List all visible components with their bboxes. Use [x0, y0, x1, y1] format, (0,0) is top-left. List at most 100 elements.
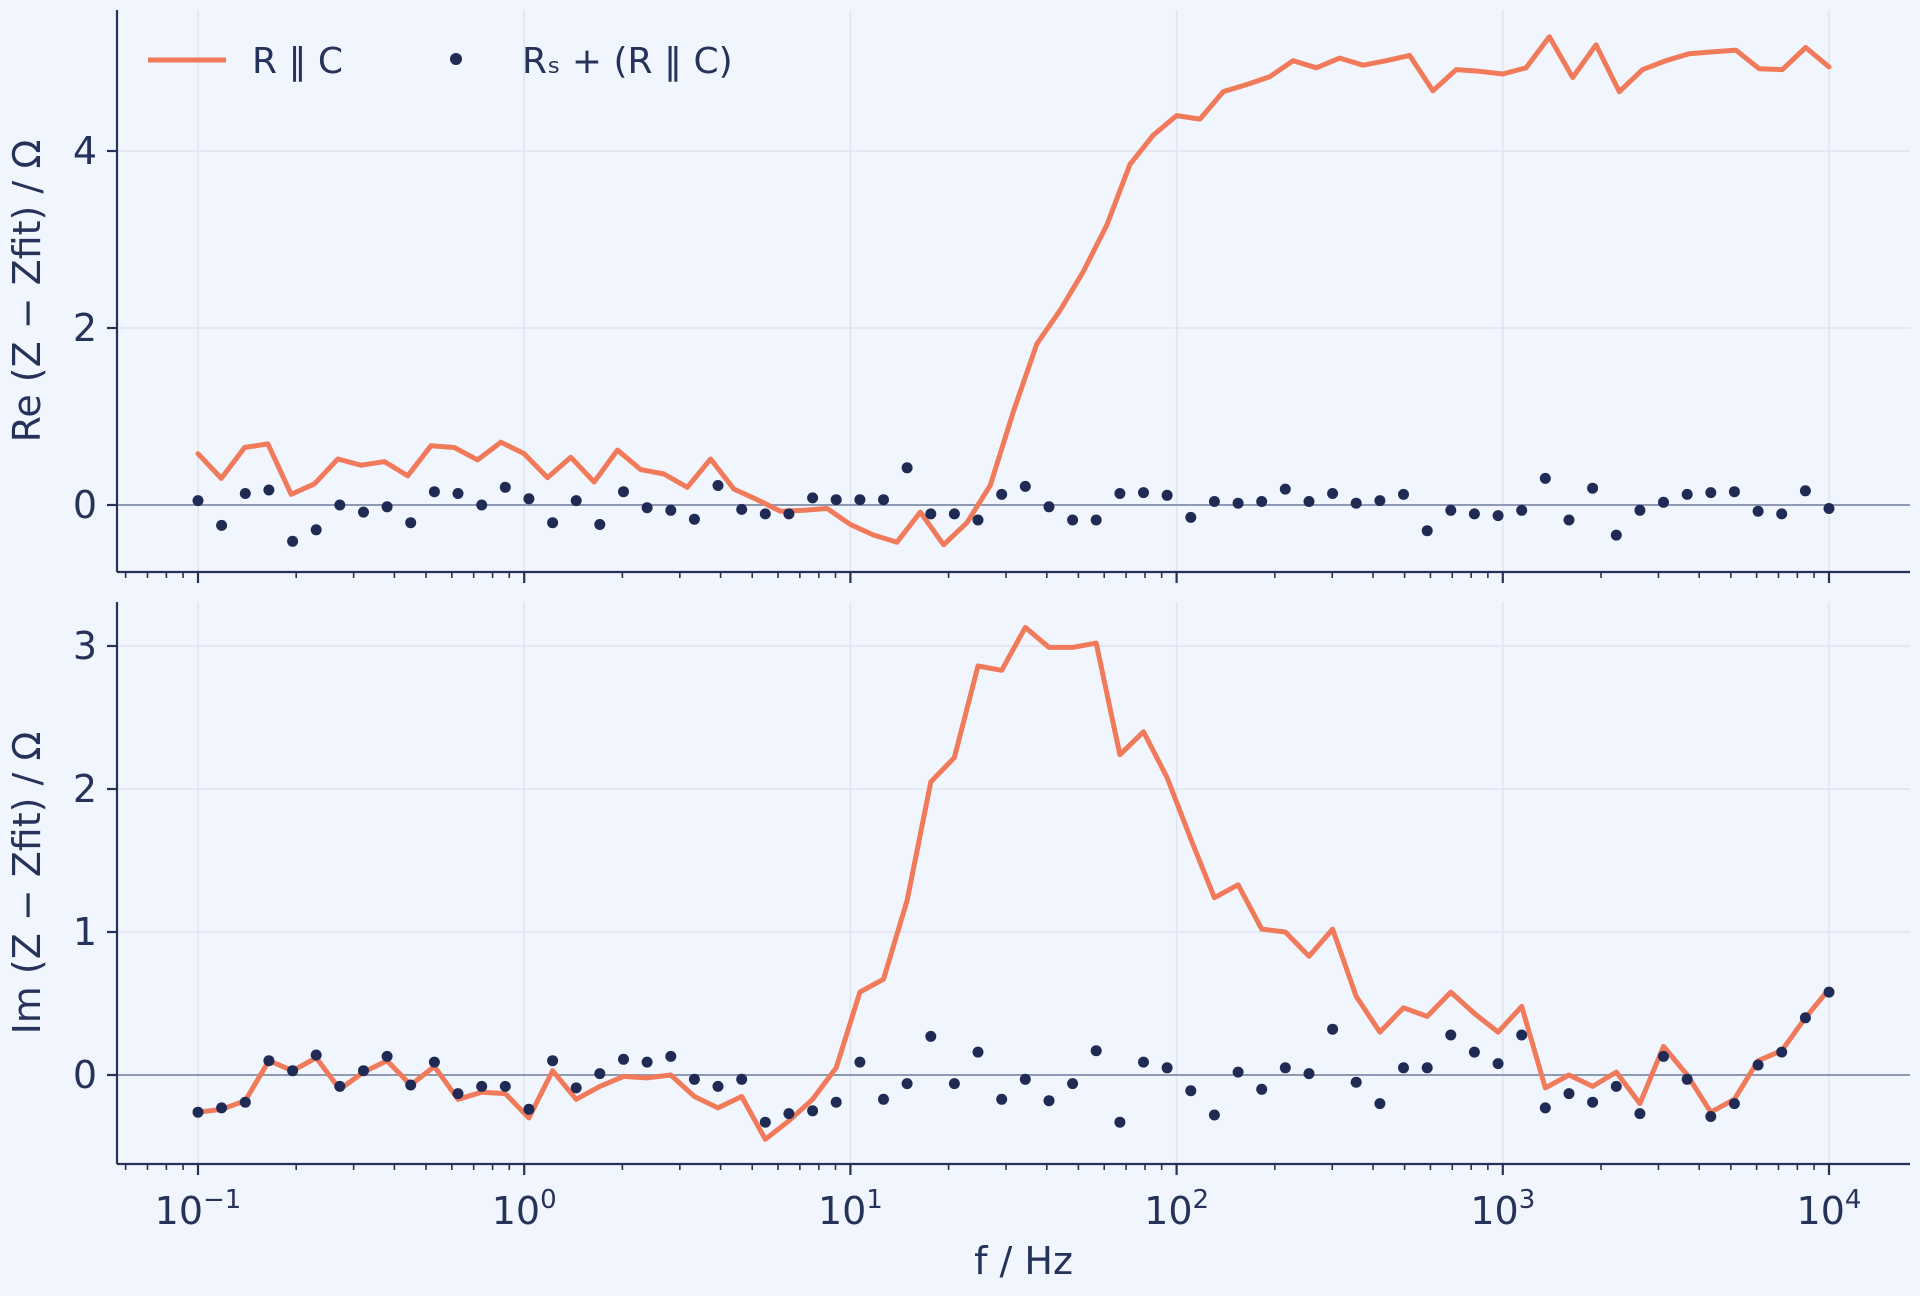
im-rs-rc-point — [1067, 1078, 1079, 1090]
im-rs-rc-point — [1492, 1058, 1504, 1070]
im-rs-rc-point — [830, 1096, 842, 1108]
im-rs-rc-point — [972, 1046, 984, 1058]
im-rs-rc-point — [310, 1049, 322, 1061]
im-rs-rc-point — [192, 1106, 204, 1118]
re-ytick-label: 4 — [73, 129, 97, 173]
re-rs-rc-point — [712, 480, 724, 491]
im-ytick-label: 2 — [73, 767, 97, 811]
re-rs-rc-point — [287, 535, 299, 547]
re-rs-rc-point — [972, 514, 984, 526]
im-ytick-label: 3 — [73, 624, 97, 668]
re-rs-rc-point — [334, 499, 346, 511]
im-rs-rc-point — [381, 1050, 393, 1062]
legend-dot-swatch — [450, 53, 462, 65]
im-rs-rc-point — [1823, 986, 1835, 998]
im-rs-rc-point — [1610, 1080, 1622, 1092]
re-rs-rc-point — [1398, 488, 1409, 500]
im-rs-rc-point — [1728, 1098, 1740, 1110]
im-rs-rc-point — [736, 1073, 748, 1085]
im-rs-rc-point — [854, 1056, 866, 1068]
im-rs-rc-point — [1279, 1062, 1291, 1074]
im-rs-rc-point — [1752, 1059, 1764, 1071]
im-rs-rc-point — [523, 1103, 535, 1115]
re-rs-rc-point — [925, 508, 937, 520]
im-rs-rc-point — [807, 1105, 819, 1117]
re-residual-panel: 0 2 4 Re (Z − Zfit) / Ω — [5, 10, 1910, 583]
im-rs-rc-point — [1327, 1023, 1339, 1035]
im-rs-rc-point — [783, 1108, 795, 1120]
im-rs-rc-point — [428, 1056, 440, 1068]
re-rs-rc-point — [759, 508, 771, 520]
im-rs-rc-point — [948, 1078, 960, 1090]
re-rc-series-line — [195, 34, 1832, 548]
legend-label-rc: R ‖ C — [252, 41, 343, 82]
im-ytick-label: 1 — [73, 910, 97, 954]
re-rs-rc-point — [1043, 501, 1055, 513]
re-rs-rc-point — [263, 484, 275, 496]
im-rs-rc-point — [1539, 1102, 1551, 1114]
xtick-label: 102 — [1144, 1185, 1209, 1233]
xtick-label: 104 — [1797, 1185, 1862, 1233]
im-rs-rc-point — [1468, 1046, 1480, 1058]
im-rs-rc-point — [712, 1080, 724, 1092]
im-rs-rc-point — [1161, 1062, 1173, 1074]
im-rs-rc-point — [1208, 1109, 1220, 1121]
im-rs-rc-point — [759, 1116, 771, 1128]
re-rs-rc-point — [1823, 503, 1835, 514]
im-rs-rc-point — [996, 1093, 1008, 1105]
im-rs-rc-point — [1398, 1062, 1409, 1074]
im-rs-rc-point — [1019, 1073, 1031, 1085]
re-rs-rc-point — [1634, 504, 1646, 516]
im-rs-rc-point — [1634, 1108, 1646, 1120]
im-rs-rc-point — [452, 1088, 464, 1100]
re-rs-rc-point — [1208, 496, 1220, 507]
im-rs-rc-point — [570, 1082, 582, 1094]
re-ylabel: Re (Z − Zfit) / Ω — [5, 140, 49, 443]
im-rs-rc-point — [499, 1080, 511, 1092]
re-ytick-label: 0 — [73, 483, 97, 527]
re-rs-rc-point — [830, 494, 842, 506]
re-rs-rc-point — [1161, 489, 1173, 501]
im-rs-rc-point — [334, 1080, 346, 1092]
im-rs-rc-point — [1516, 1029, 1528, 1041]
im-rs-rc-point — [1776, 1046, 1788, 1058]
legend: R ‖ C Rₛ + (R ‖ C) — [148, 41, 733, 82]
re-rs-rc-point — [1776, 508, 1788, 520]
re-rs-rc-point — [1019, 480, 1031, 492]
im-rs-rc-point — [263, 1055, 275, 1067]
im-rs-rc-point — [1799, 1012, 1811, 1024]
im-rs-rc-point — [1138, 1056, 1149, 1068]
re-rs-rc-point — [1658, 496, 1669, 508]
im-rs-rc-point — [1587, 1096, 1599, 1108]
im-rs-rc-point — [1043, 1095, 1055, 1107]
im-rs-rc-point — [1185, 1085, 1197, 1097]
im-rs-rc-point — [1658, 1050, 1669, 1062]
re-rs-rc-point — [1303, 496, 1315, 507]
re-rs-rc-point — [618, 486, 629, 498]
re-rs-rc-point — [901, 462, 913, 474]
re-rs-rc-point — [1327, 488, 1339, 499]
im-rs-rc-point — [688, 1073, 700, 1085]
im-rs-rc-point — [476, 1080, 488, 1092]
re-rs-rc-point — [428, 486, 440, 498]
re-rs-rc-point — [310, 524, 322, 536]
re-rs-rc-point — [1090, 514, 1102, 526]
re-rs-rc-point — [665, 504, 677, 516]
im-rs-rc-point — [665, 1050, 677, 1062]
im-rs-rc-point — [901, 1078, 913, 1090]
im-residual-panel: 0 1 2 3 10−1 100 101 102 103 104 Im (Z − Zfit) / … — [5, 602, 1910, 1283]
im-rc-series-line — [195, 624, 1832, 1142]
im-rs-rc-point — [1256, 1083, 1268, 1095]
im-rs-rc-point — [287, 1065, 299, 1077]
re-rs-rc-point — [688, 513, 700, 525]
im-rs-rc-point — [1681, 1073, 1693, 1085]
re-rs-rc-point — [783, 508, 795, 520]
im-rs-rc-point — [1563, 1088, 1575, 1100]
im-rs-rc-point — [878, 1093, 889, 1105]
re-rs-rc-point — [1256, 496, 1268, 507]
legend-label-rs-rc: Rₛ + (R ‖ C) — [522, 41, 733, 82]
im-rs-rc-point — [358, 1065, 369, 1077]
im-rs-rc-point — [1445, 1029, 1457, 1041]
re-rs-rc-point — [1067, 514, 1079, 526]
